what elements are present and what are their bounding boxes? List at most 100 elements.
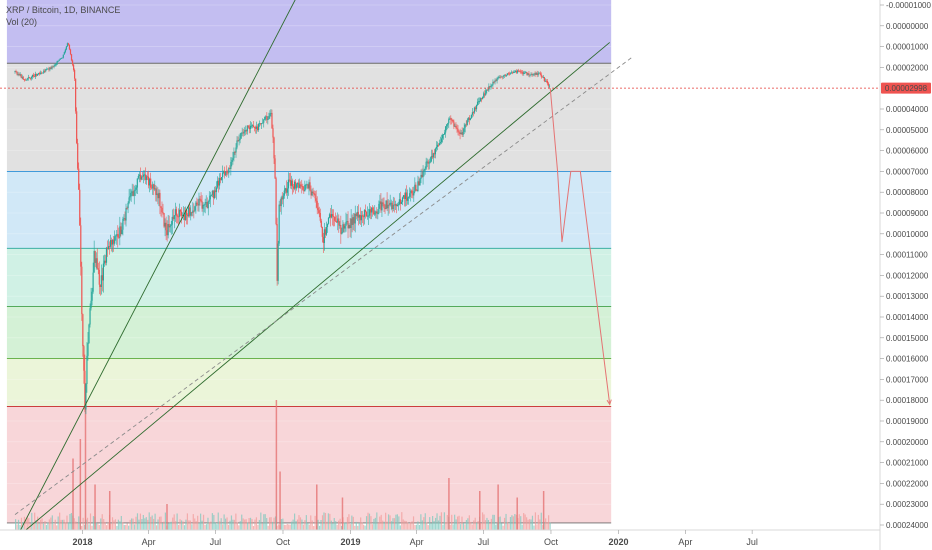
candle-body: [343, 224, 345, 229]
candle-body: [455, 125, 457, 128]
candle-body: [312, 191, 314, 193]
candle-body: [210, 194, 212, 196]
candle-body: [290, 180, 293, 186]
volume-bar: [343, 522, 346, 530]
candle-body: [82, 314, 84, 347]
candle-body: [175, 209, 177, 216]
volume-bar: [418, 524, 421, 530]
volume-bar: [346, 517, 349, 530]
volume-bar: [465, 519, 467, 530]
volume-bar: [16, 524, 18, 530]
candle-body: [513, 71, 516, 73]
candle-body: [137, 176, 139, 179]
volume-indicator-label[interactable]: Vol (20): [6, 17, 38, 27]
volume-bar: [132, 518, 134, 530]
candle-body: [340, 224, 342, 234]
projection-arrow[interactable]: [549, 88, 612, 406]
y-tick-label: 0.00022000: [886, 479, 929, 488]
volume-bar: [318, 525, 321, 530]
price-axis[interactable]: -0.00001000 0.00000000 0.00001000 0.0000200…: [880, 1, 931, 530]
candle-body: [213, 190, 216, 199]
volume-bar: [232, 519, 234, 530]
candle-body: [186, 210, 188, 215]
volume-bar: [355, 521, 357, 530]
candle-body: [133, 190, 135, 196]
candle-body: [122, 218, 124, 230]
volume-bar: [223, 514, 225, 530]
candle-body: [51, 66, 53, 69]
candle-body: [461, 132, 463, 135]
volume-bar: [399, 525, 401, 530]
chart-legend[interactable]: XRP / Bitcoin, 1D, BINANCE Vol (20): [6, 4, 120, 28]
volume-bar: [536, 524, 538, 530]
volume-bar: [404, 520, 406, 530]
candle-body: [423, 170, 425, 172]
candle-body: [495, 80, 497, 82]
volume-bar: [73, 518, 75, 530]
candle-body: [278, 204, 280, 244]
candle-body: [534, 73, 536, 75]
volume-bar: [247, 522, 249, 530]
candle-body: [151, 187, 153, 189]
candle-body: [346, 220, 348, 222]
x-tick-label: Oct: [276, 537, 291, 547]
candle-body: [420, 174, 422, 179]
volume-bar: [214, 522, 216, 530]
symbol-title[interactable]: XRP / Bitcoin, 1D, BINANCE: [6, 5, 121, 15]
candle-body: [539, 72, 541, 75]
volume-bar: [239, 521, 241, 530]
candle-body: [510, 72, 513, 74]
candle-body: [470, 114, 472, 119]
candle-body: [249, 125, 251, 130]
volume-bar: [255, 517, 258, 530]
volume-bar: [386, 521, 388, 530]
volume-bar: [296, 519, 299, 530]
candle-body: [485, 90, 487, 95]
candle-body: [295, 181, 297, 189]
volume-bar: [119, 521, 121, 530]
time-axis[interactable]: 2018 Apr Jul Oct 2019 Apr Jul Oct 2020 Apr Jul: [73, 530, 758, 547]
candle-body: [400, 201, 403, 204]
candle-body: [438, 143, 441, 146]
y-tick-label: 0.00007000: [886, 167, 929, 176]
volume-bar: [175, 521, 177, 530]
volume-bar: [45, 524, 48, 530]
volume-bar: [305, 515, 307, 530]
volume-bar: [521, 524, 523, 530]
volume-bar: [120, 515, 122, 530]
volume-bar: [216, 524, 218, 530]
candle-body: [89, 308, 91, 325]
candle-body: [476, 101, 479, 105]
volume-bar: [144, 518, 146, 530]
volume-bar: [285, 524, 287, 530]
volume-bar: [493, 514, 495, 530]
candle-body: [156, 193, 158, 195]
y-tick-label: 0.00016000: [886, 355, 929, 364]
volume-bar: [245, 519, 247, 530]
candle-body: [185, 210, 187, 221]
plot-area[interactable]: [0, 0, 880, 550]
candle-body: [431, 156, 433, 158]
candle-body: [80, 225, 82, 267]
trendline-1: [25, 42, 610, 530]
candle-body: [226, 171, 228, 173]
candle-body: [142, 174, 145, 177]
candle-body: [407, 197, 409, 201]
candle-body: [360, 215, 362, 221]
candle-body: [466, 120, 468, 126]
current-price-label: 0.00002998: [885, 84, 928, 93]
trendlines[interactable]: [7, 0, 633, 550]
volume-bar: [411, 521, 413, 530]
volume-bar: [363, 524, 365, 530]
candle-body: [369, 209, 371, 216]
candle-body: [282, 195, 284, 200]
volume-bar: [539, 519, 541, 530]
candle-body: [465, 124, 467, 126]
candle-body: [192, 210, 194, 213]
candle-body: [496, 78, 498, 81]
candle-body: [379, 201, 381, 204]
candle-body: [402, 195, 405, 198]
volume-bar: [548, 515, 550, 530]
candle-body: [193, 210, 195, 212]
